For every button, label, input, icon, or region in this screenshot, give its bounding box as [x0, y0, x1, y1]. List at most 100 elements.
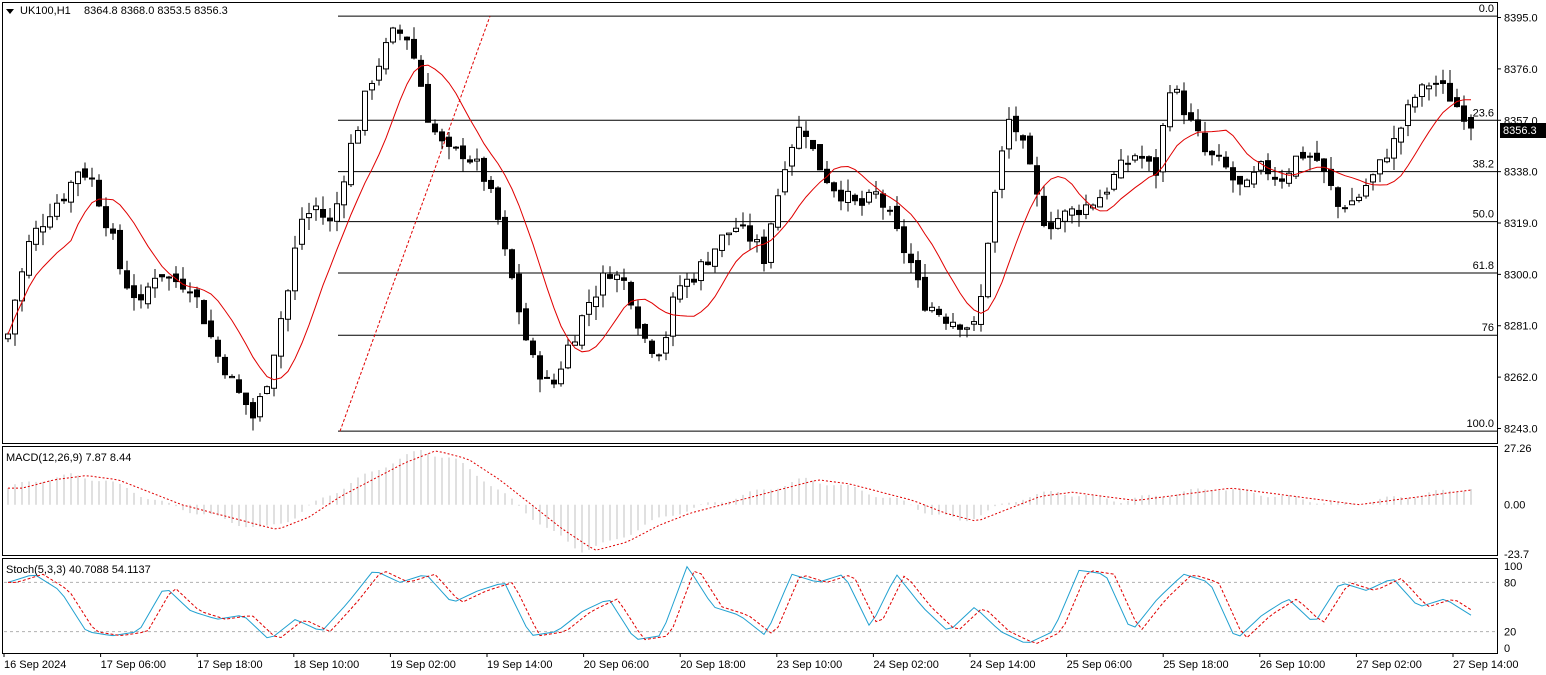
candle-body[interactable] — [1202, 132, 1208, 153]
candle-body[interactable] — [957, 324, 963, 330]
candle-body[interactable] — [1041, 195, 1047, 226]
candle-body[interactable] — [551, 379, 557, 385]
candle-body[interactable] — [89, 177, 95, 180]
candle-body[interactable] — [607, 274, 613, 279]
candle-body[interactable] — [82, 168, 88, 178]
candle-body[interactable] — [1391, 138, 1397, 159]
candle-body[interactable] — [712, 248, 718, 267]
candle-body[interactable] — [810, 139, 816, 150]
candle-body[interactable] — [1468, 116, 1474, 129]
candle-body[interactable] — [537, 355, 543, 380]
candle-body[interactable] — [250, 402, 256, 419]
candle-body[interactable] — [1251, 171, 1257, 185]
candle-body[interactable] — [1195, 119, 1201, 132]
candle-body[interactable] — [579, 315, 585, 346]
candle-body[interactable] — [152, 277, 158, 289]
candle-body[interactable] — [831, 182, 837, 192]
candle-body[interactable] — [229, 375, 235, 379]
candle-body[interactable] — [1209, 150, 1215, 156]
candle-body[interactable] — [978, 296, 984, 325]
candle-body[interactable] — [145, 286, 151, 305]
candle-body[interactable] — [1237, 175, 1243, 185]
candle-body[interactable] — [1447, 82, 1453, 102]
candle-body[interactable] — [404, 36, 410, 41]
candle-body[interactable] — [1433, 82, 1439, 85]
candle-body[interactable] — [1405, 104, 1411, 127]
candle-body[interactable] — [1153, 157, 1159, 176]
candle-body[interactable] — [1055, 218, 1061, 229]
candle-body[interactable] — [649, 340, 655, 354]
candle-body[interactable] — [488, 179, 494, 189]
candle-body[interactable] — [1440, 80, 1446, 84]
candle-body[interactable] — [1111, 173, 1117, 190]
candle-body[interactable] — [523, 308, 529, 341]
candle-body[interactable] — [1363, 185, 1369, 197]
candle-body[interactable] — [1370, 174, 1376, 183]
candle-body[interactable] — [838, 189, 844, 202]
candle-body[interactable] — [502, 216, 508, 250]
candle-body[interactable] — [950, 321, 956, 328]
candle-body[interactable] — [614, 274, 620, 280]
candle-body[interactable] — [1265, 160, 1271, 175]
candle-body[interactable] — [96, 179, 102, 207]
candle-body[interactable] — [929, 306, 935, 312]
candle-body[interactable] — [1314, 152, 1320, 161]
candle-body[interactable] — [215, 339, 221, 357]
candle-body[interactable] — [390, 27, 396, 43]
candle-body[interactable] — [1083, 204, 1089, 215]
candle-body[interactable] — [866, 191, 872, 203]
candle-body[interactable] — [1188, 112, 1194, 121]
candle-body[interactable] — [600, 272, 606, 296]
candle-body[interactable] — [1097, 197, 1103, 208]
candle-body[interactable] — [1132, 155, 1138, 161]
candle-body[interactable] — [922, 276, 928, 311]
candle-body[interactable] — [1223, 156, 1229, 168]
candle-body[interactable] — [1398, 127, 1404, 143]
candle-body[interactable] — [481, 157, 487, 182]
candle-body[interactable] — [313, 205, 319, 211]
candle-body[interactable] — [292, 247, 298, 292]
candle-body[interactable] — [187, 291, 193, 294]
candle-body[interactable] — [1167, 92, 1173, 128]
candle-body[interactable] — [1013, 115, 1019, 133]
candle-body[interactable] — [355, 130, 361, 144]
candle-body[interactable] — [775, 195, 781, 228]
candle-body[interactable] — [530, 340, 536, 356]
candle-body[interactable] — [1293, 155, 1299, 177]
candle-body[interactable] — [803, 130, 809, 137]
candle-body[interactable] — [558, 368, 564, 385]
candle-body[interactable] — [1258, 161, 1264, 171]
candle-body[interactable] — [572, 341, 578, 346]
candle-body[interactable] — [75, 171, 81, 185]
candle-body[interactable] — [1216, 154, 1222, 157]
candle-body[interactable] — [621, 277, 627, 281]
candle-body[interactable] — [1174, 88, 1180, 93]
candle-body[interactable] — [1048, 222, 1054, 230]
candle-body[interactable] — [719, 234, 725, 251]
candle-body[interactable] — [1307, 155, 1313, 158]
candle-body[interactable] — [334, 203, 340, 222]
candle-body[interactable] — [5, 333, 11, 340]
candle-body[interactable] — [670, 296, 676, 337]
candle-body[interactable] — [467, 159, 473, 163]
candle-body[interactable] — [635, 306, 641, 329]
candle-body[interactable] — [418, 59, 424, 87]
candle-body[interactable] — [306, 213, 312, 219]
candle-body[interactable] — [908, 253, 914, 264]
candle-body[interactable] — [425, 83, 431, 123]
candle-body[interactable] — [663, 337, 669, 354]
candle-body[interactable] — [817, 144, 823, 171]
candle-body[interactable] — [173, 273, 179, 283]
candle-body[interactable] — [320, 208, 326, 218]
candle-body[interactable] — [915, 260, 921, 281]
candle-body[interactable] — [194, 289, 200, 298]
candle-body[interactable] — [257, 396, 263, 418]
candle-body[interactable] — [495, 187, 501, 220]
candle-body[interactable] — [1426, 85, 1432, 90]
candle-body[interactable] — [1321, 158, 1327, 172]
candle-body[interactable] — [992, 191, 998, 243]
candle-body[interactable] — [985, 242, 991, 298]
candle-body[interactable] — [1027, 135, 1033, 165]
candle-body[interactable] — [1342, 207, 1348, 210]
